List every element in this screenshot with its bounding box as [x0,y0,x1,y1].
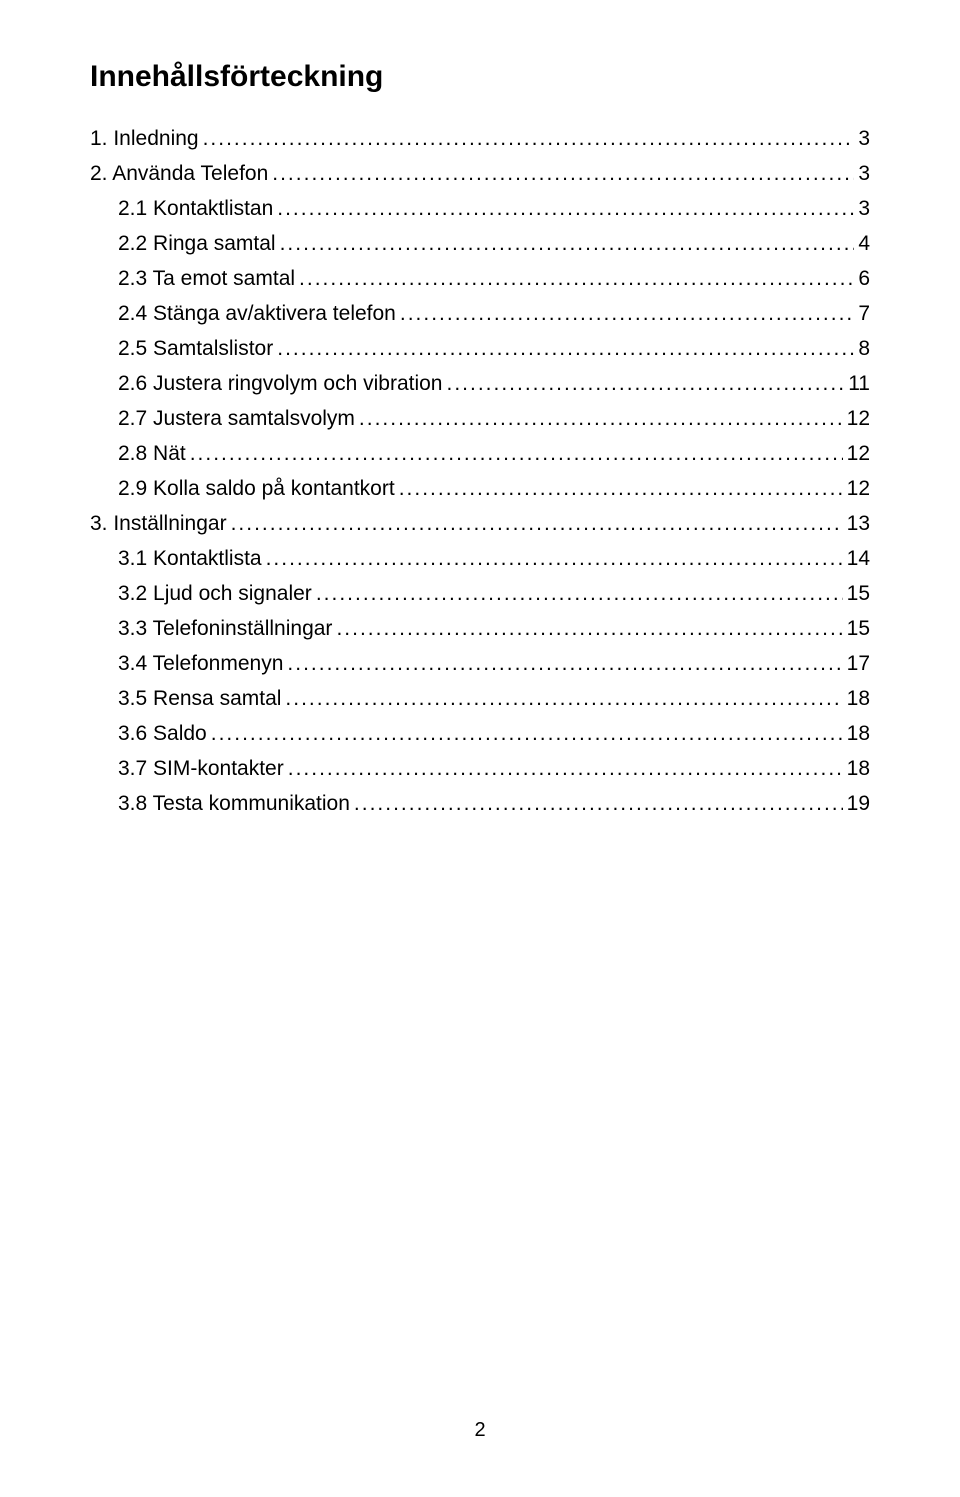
toc-entry-label: 2.2 Ringa samtal [118,233,276,254]
toc-entry-label: 3.3 Telefoninställningar [118,618,332,639]
toc-entry-label: 1. Inledning [90,128,199,149]
toc-entry-label: 3.5 Rensa samtal [118,688,281,709]
toc-entry-page: 8 [858,338,870,359]
toc-entry: 2. Använda Telefon 3 [90,163,870,184]
toc-leader-dots [266,548,843,569]
toc-entry-label: 2.1 Kontaktlistan [118,198,273,219]
toc-entry-label: 3. Inställningar [90,513,227,534]
toc-entry: 3.6 Saldo 18 [90,723,870,744]
toc-list: 1. Inledning 32. Använda Telefon 32.1 Ko… [90,128,870,814]
toc-entry: 3. Inställningar 13 [90,513,870,534]
toc-entry: 2.5 Samtalslistor 8 [90,338,870,359]
toc-entry: 2.3 Ta emot samtal 6 [90,268,870,289]
toc-entry-page: 12 [847,443,870,464]
toc-entry-page: 11 [848,373,870,394]
toc-entry-label: 2.8 Nät [118,443,186,464]
toc-entry-page: 14 [847,548,870,569]
toc-leader-dots [190,443,843,464]
toc-leader-dots [354,793,843,814]
toc-entry-page: 3 [858,163,870,184]
toc-entry-page: 19 [847,793,870,814]
toc-entry-label: 2. Använda Telefon [90,163,268,184]
toc-entry-page: 18 [847,723,870,744]
toc-entry-label: 2.4 Stänga av/aktivera telefon [118,303,396,324]
toc-entry-page: 12 [847,478,870,499]
toc-leader-dots [231,513,843,534]
toc-entry-page: 4 [858,233,870,254]
toc-entry: 2.4 Stänga av/aktivera telefon 7 [90,303,870,324]
toc-entry-label: 2.3 Ta emot samtal [118,268,295,289]
toc-entry-page: 15 [847,583,870,604]
toc-entry: 2.1 Kontaktlistan 3 [90,198,870,219]
toc-entry-page: 3 [858,128,870,149]
toc-entry-label: 3.2 Ljud och signaler [118,583,312,604]
toc-entry: 3.8 Testa kommunikation 19 [90,793,870,814]
toc-entry-label: 3.8 Testa kommunikation [118,793,350,814]
toc-entry: 3.4 Telefonmenyn 17 [90,653,870,674]
toc-entry-label: 3.7 SIM-kontakter [118,758,284,779]
toc-leader-dots [359,408,843,429]
toc-leader-dots [285,688,842,709]
toc-entry-label: 3.6 Saldo [118,723,207,744]
toc-leader-dots [277,338,854,359]
toc-entry: 2.7 Justera samtalsvolym 12 [90,408,870,429]
toc-leader-dots [287,653,842,674]
toc-entry: 2.9 Kolla saldo på kontantkort 12 [90,478,870,499]
toc-entry-label: 2.7 Justera samtalsvolym [118,408,355,429]
toc-entry: 3.7 SIM-kontakter 18 [90,758,870,779]
toc-leader-dots [288,758,843,779]
toc-leader-dots [211,723,843,744]
toc-entry: 3.2 Ljud och signaler 15 [90,583,870,604]
toc-entry: 3.3 Telefoninställningar 15 [90,618,870,639]
toc-leader-dots [316,583,843,604]
toc-entry: 2.6 Justera ringvolym och vibration 11 [90,373,870,394]
toc-entry-page: 13 [847,513,870,534]
page-number: 2 [0,1419,960,1442]
toc-leader-dots [336,618,842,639]
toc-entry-page: 18 [847,758,870,779]
toc-entry-page: 6 [858,268,870,289]
toc-leader-dots [400,303,854,324]
toc-entry-label: 2.9 Kolla saldo på kontantkort [118,478,395,499]
toc-leader-dots [447,373,845,394]
toc-leader-dots [280,233,855,254]
toc-entry: 3.5 Rensa samtal 18 [90,688,870,709]
toc-entry-page: 17 [847,653,870,674]
toc-entry: 3.1 Kontaktlista 14 [90,548,870,569]
toc-leader-dots [399,478,843,499]
toc-entry-page: 15 [847,618,870,639]
toc-entry-page: 7 [858,303,870,324]
toc-title: Innehållsförteckning [90,60,870,94]
toc-leader-dots [272,163,854,184]
toc-entry: 1. Inledning 3 [90,128,870,149]
toc-entry-page: 12 [847,408,870,429]
toc-entry-label: 3.1 Kontaktlista [118,548,262,569]
toc-entry-page: 3 [858,198,870,219]
toc-entry-label: 3.4 Telefonmenyn [118,653,283,674]
toc-leader-dots [277,198,854,219]
toc-entry: 2.2 Ringa samtal 4 [90,233,870,254]
toc-leader-dots [299,268,854,289]
toc-entry-page: 18 [847,688,870,709]
toc-entry-label: 2.5 Samtalslistor [118,338,273,359]
toc-leader-dots [203,128,855,149]
toc-entry-label: 2.6 Justera ringvolym och vibration [118,373,443,394]
toc-entry: 2.8 Nät 12 [90,443,870,464]
